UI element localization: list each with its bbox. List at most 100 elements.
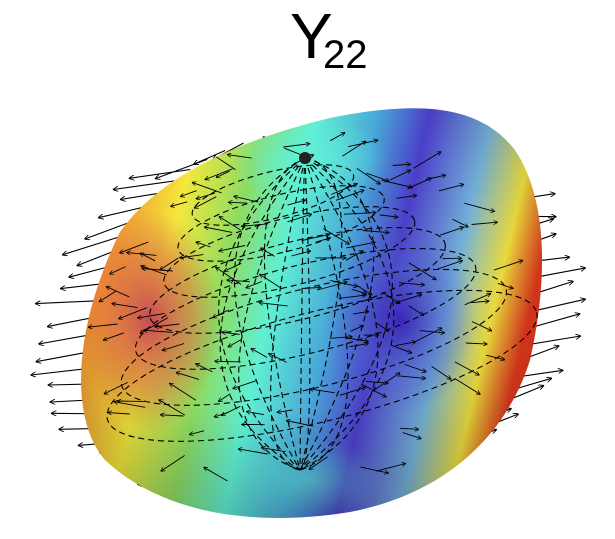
field-arrow <box>291 251 310 257</box>
field-arrow <box>389 170 411 181</box>
field-arrow <box>350 326 364 332</box>
field-arrow <box>408 305 424 316</box>
field-arrow <box>196 242 211 248</box>
field-arrow <box>222 332 240 334</box>
mesh-parallel <box>163 206 416 298</box>
field-arrow <box>142 269 173 272</box>
field-arrow <box>262 448 286 453</box>
field-arrow <box>346 242 375 249</box>
figure-title: Y 22 <box>290 0 368 77</box>
field-arrow <box>39 334 91 344</box>
field-arrow <box>398 282 425 285</box>
field-arrow <box>259 303 288 307</box>
field-arrow <box>221 405 241 415</box>
field-arrow <box>104 381 128 394</box>
pole-point <box>299 152 311 164</box>
field-arrow <box>216 170 230 177</box>
field-arrow <box>219 245 246 252</box>
harmonic-surface <box>81 108 543 518</box>
mesh-meridian <box>299 157 379 471</box>
field-arrow <box>442 258 462 259</box>
field-arrow <box>317 282 347 291</box>
field-arrow <box>310 389 335 394</box>
field-arrow <box>138 312 165 318</box>
field-arrow <box>246 281 262 288</box>
field-arrow <box>159 400 186 416</box>
field-arrow <box>170 383 197 401</box>
field-arrow <box>63 235 123 255</box>
field-arrow <box>301 288 321 289</box>
dashed-mesh <box>106 157 538 471</box>
field-arrow <box>437 261 463 270</box>
field-arrow <box>162 343 185 351</box>
field-arrow <box>194 149 226 165</box>
field-arrow <box>48 317 92 327</box>
field-arrow <box>196 192 215 199</box>
field-arrow <box>356 285 372 295</box>
field-arrow <box>408 262 436 280</box>
field-arrow <box>224 262 242 271</box>
field-arrow <box>301 234 330 242</box>
field-arrow <box>329 133 345 142</box>
field-arrow <box>338 295 366 299</box>
field-arrow <box>342 141 365 157</box>
field-arrow <box>216 267 242 285</box>
mesh-parallel <box>149 227 446 334</box>
field-arrow <box>85 220 134 239</box>
field-arrow <box>110 266 126 274</box>
field-arrow <box>381 179 413 187</box>
field-arrow <box>391 344 411 353</box>
field-arrow <box>382 291 400 304</box>
field-arrow <box>61 283 100 288</box>
field-arrow <box>180 190 197 197</box>
field-arrow <box>227 155 252 159</box>
field-arrow <box>309 456 328 470</box>
field-arrow <box>219 217 241 231</box>
field-arrow <box>161 455 185 472</box>
field-arrow <box>345 337 368 341</box>
field-arrow <box>190 430 205 435</box>
field-arrow <box>470 301 489 303</box>
field-arrow <box>400 428 418 429</box>
field-arrow <box>161 415 184 416</box>
vector-field-surface <box>88 133 522 482</box>
field-arrow <box>119 307 147 319</box>
field-arrow <box>260 274 283 290</box>
field-arrow <box>360 466 389 473</box>
field-arrow <box>392 164 411 165</box>
field-arrow <box>36 300 95 304</box>
field-arrow <box>353 312 369 315</box>
mesh-meridian <box>233 157 306 471</box>
field-arrow <box>439 227 463 236</box>
field-arrow <box>329 337 352 339</box>
field-arrow <box>407 178 431 190</box>
field-arrow <box>204 227 233 233</box>
field-arrow <box>464 202 494 211</box>
field-arrow <box>227 280 250 282</box>
mesh-parallel <box>191 164 355 226</box>
field-arrow <box>419 330 445 333</box>
mesh-parallel <box>134 247 477 370</box>
field-arrow <box>129 168 191 179</box>
field-arrow <box>180 254 204 258</box>
field-arrow <box>88 323 118 327</box>
field-arrow <box>335 190 364 201</box>
field-arrow <box>113 180 175 190</box>
field-arrow <box>375 464 406 472</box>
field-arrow <box>277 410 293 412</box>
field-arrow <box>366 381 388 383</box>
field-arrow <box>486 354 504 360</box>
field-arrow <box>261 248 275 257</box>
field-arrow <box>351 288 367 293</box>
field-arrow <box>315 238 331 243</box>
title-letter: Y <box>290 0 333 72</box>
field-arrow <box>343 213 376 215</box>
field-arrow <box>144 330 174 333</box>
field-arrow <box>339 387 366 396</box>
mesh-meridian <box>299 157 349 471</box>
field-arrow <box>106 287 130 298</box>
field-arrow <box>366 172 389 181</box>
field-arrow <box>283 144 310 148</box>
field-arrow <box>287 200 306 206</box>
field-arrow <box>233 380 257 389</box>
